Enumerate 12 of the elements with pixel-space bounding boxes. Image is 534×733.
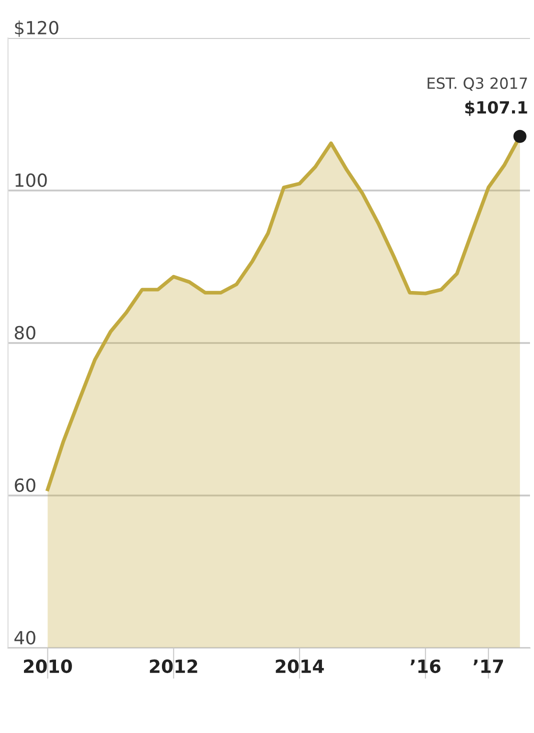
y-tick-label: 40: [14, 630, 36, 644]
annotation: EST. Q3 2017: [428, 77, 527, 91]
y-tick-label: $120: [15, 20, 58, 37]
x-tick-label: ’16: [410, 659, 440, 674]
y-tick-label: 60: [14, 478, 36, 492]
x-tick-label: ’17: [474, 660, 503, 673]
y-tick-label: 100: [16, 173, 47, 187]
x-tick-label: 2012: [150, 659, 198, 674]
annotation: $107.1: [465, 100, 528, 116]
y-tick-label: 80: [14, 326, 36, 340]
x-tick-label: 2014: [276, 659, 324, 674]
x-tick-label: 2010: [24, 659, 72, 674]
